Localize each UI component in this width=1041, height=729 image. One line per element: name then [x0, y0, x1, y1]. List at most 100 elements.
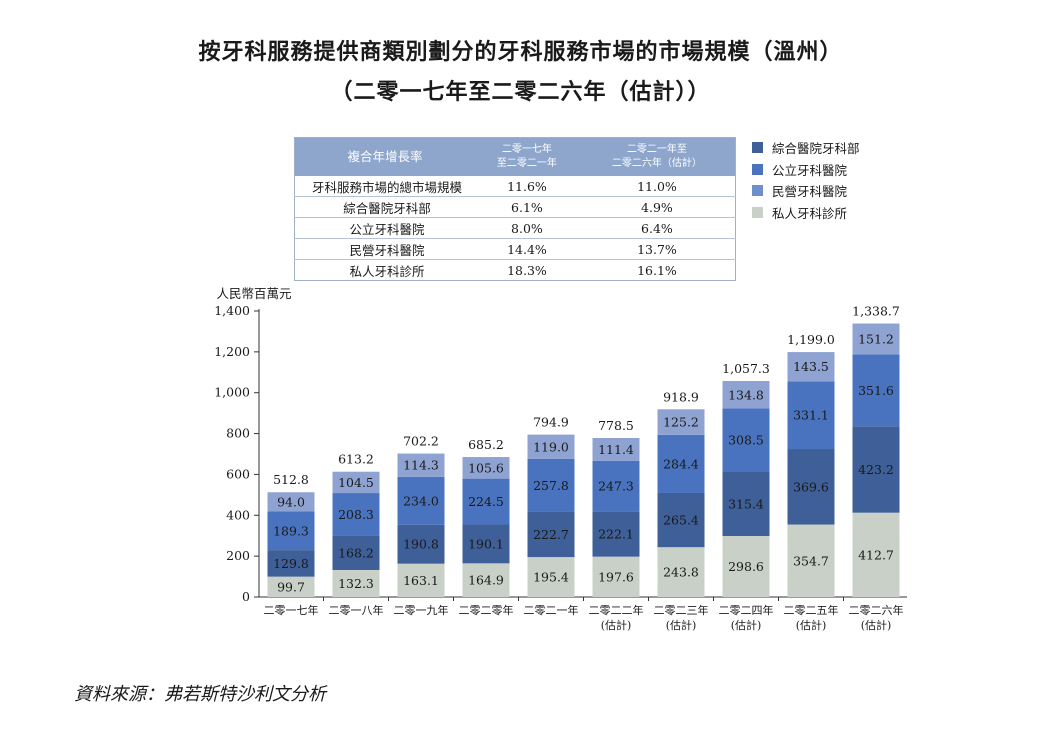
bar-segment — [852, 512, 900, 597]
bar-segment-label: 222.1 — [598, 526, 634, 541]
cagr-row-label: 私人牙科診所 — [349, 263, 425, 279]
bar-segment-label: 119.0 — [533, 439, 569, 454]
bar-total-label: 702.2 — [403, 434, 439, 449]
bar-segment-label: 354.7 — [793, 553, 829, 568]
cagr-header-row: 複合年增長率 二零一七年 至二零二一年 二零二一年至 二零二六年（估計） — [294, 137, 736, 176]
bar-segment-label: 208.3 — [338, 507, 374, 522]
bar-segment-label: 298.6 — [728, 559, 764, 574]
cagr-col2-line2: 二零二六年（估計） — [611, 158, 702, 169]
bar-segment-label: 134.8 — [728, 387, 764, 402]
bar-segment-label: 114.3 — [403, 458, 439, 473]
cagr-row-v2: 13.7% — [578, 238, 736, 260]
bar-segment — [657, 409, 705, 435]
legend-item: 私人牙科診所 — [752, 202, 860, 224]
bar-segment — [397, 524, 445, 564]
bar-segment — [267, 576, 315, 597]
bar-segment — [397, 476, 445, 525]
cagr-row: 民營牙科醫院 14.4% 13.7% — [294, 238, 736, 260]
bar-segment — [592, 511, 640, 557]
bar-segment — [787, 449, 835, 525]
cagr-col2-line1: 二零二一年至 — [626, 144, 687, 155]
bar-segment-label: 129.8 — [273, 556, 309, 571]
bar-segment — [787, 381, 835, 450]
legend-swatch — [752, 163, 763, 175]
bar-segment — [657, 434, 705, 493]
bar-segment — [657, 547, 705, 597]
bar-segment — [592, 460, 640, 512]
bar-segment-label: 284.4 — [663, 456, 699, 471]
bar-segment — [397, 453, 445, 477]
bar-total-label: 1,057.3 — [722, 361, 770, 376]
legend-item: 綜合醫院牙科部 — [752, 137, 860, 159]
bar-segment — [527, 557, 575, 597]
bar-segment-label: 369.6 — [793, 479, 829, 494]
cagr-col2-header: 二零二一年至 二零二六年（估計） — [578, 137, 736, 176]
x-tick-label: 二零一八年 — [329, 603, 384, 617]
x-tick-label: (估計) — [601, 618, 632, 632]
legend-swatch — [752, 185, 763, 197]
bar-segment — [657, 492, 705, 548]
bar-segment-label: 111.4 — [598, 442, 634, 457]
bar-total-label: 512.8 — [273, 472, 309, 487]
bar-segment-label: 222.7 — [533, 527, 569, 542]
bar-segment — [527, 434, 575, 459]
x-tick-label: 二零二二年 — [589, 603, 644, 617]
legend-label: 民營牙科醫院 — [772, 184, 848, 200]
legend-label: 公立牙科醫院 — [772, 162, 848, 178]
bar-total-label: 1,338.7 — [852, 304, 900, 319]
bar-segment-label: 168.2 — [338, 545, 374, 560]
x-tick-label: 二零二一年 — [524, 603, 579, 617]
y-tick-label: 800 — [226, 426, 250, 441]
bar-segment — [787, 352, 835, 382]
cagr-row-label: 民營牙科醫院 — [294, 238, 475, 260]
bar-segment — [462, 563, 510, 597]
source-note: 資料來源：弗若斯特沙利文分析 — [74, 684, 326, 705]
cagr-col1-line1: 二零一七年 — [501, 144, 552, 155]
bar-segment-label: 105.6 — [468, 460, 504, 475]
cagr-row-v2: 16.1% — [637, 262, 677, 278]
x-tick-label: 二零二五年 — [784, 603, 839, 617]
bar-segment-label: 265.4 — [663, 513, 699, 528]
cagr-row-v1: 11.6% — [475, 176, 579, 197]
bar-segment — [722, 536, 770, 597]
y-tick-label: 1,200 — [214, 344, 250, 359]
bar-segment-label: 94.0 — [277, 494, 305, 509]
y-tick-label: 200 — [226, 548, 250, 563]
bar-total-label: 1,199.0 — [787, 332, 835, 347]
bar-segment-label: 197.6 — [598, 569, 634, 584]
cagr-row-v1: 18.3% — [507, 262, 547, 278]
bar-segment-label: 132.3 — [338, 576, 374, 591]
bar-segment-label: 195.4 — [533, 570, 569, 585]
bar-segment — [462, 457, 510, 479]
bar-segment-label: 308.5 — [728, 433, 764, 448]
bar-segment — [267, 550, 315, 577]
bar-segment-label: 423.2 — [858, 462, 894, 477]
cagr-row-label: 公立牙科醫院 — [294, 217, 475, 239]
bar-segment — [852, 354, 900, 427]
x-tick-label: (估計) — [731, 618, 762, 632]
bar-segment — [722, 471, 770, 537]
bar-segment-label: 190.8 — [403, 537, 439, 552]
bar-segment-label: 189.3 — [273, 523, 309, 538]
legend-label: 私人牙科診所 — [772, 205, 848, 221]
bar-segment — [787, 524, 835, 597]
x-tick-label: 二零二四年 — [719, 603, 774, 617]
chart-title-line2: （二零一七年至二零二六年（估計）） — [330, 79, 711, 105]
y-tick-label: 600 — [226, 466, 250, 481]
bar-segment — [527, 458, 575, 512]
bar-segment-label: 224.5 — [468, 494, 504, 509]
bar-segment — [397, 563, 445, 597]
bar-total-label: 918.9 — [663, 389, 699, 404]
cagr-row-v1: 6.1% — [475, 196, 579, 218]
cagr-row: 綜合醫院牙科部 6.1% 4.9% — [294, 196, 736, 218]
bar-segment-label: 99.7 — [277, 579, 305, 594]
cagr-row: 公立牙科醫院 8.0% 6.4% — [294, 217, 736, 239]
x-tick-label: (估計) — [861, 618, 892, 632]
cagr-row-v1: 8.0% — [475, 217, 579, 239]
bar-segment-label: 247.3 — [598, 479, 634, 494]
x-tick-label: 二零二零年 — [459, 603, 514, 617]
bar-segment-label: 163.1 — [403, 573, 439, 588]
y-axis-label: 人民幣百萬元 — [216, 286, 291, 301]
bar-segment-label: 351.6 — [858, 383, 894, 398]
legend-swatch — [752, 206, 763, 218]
